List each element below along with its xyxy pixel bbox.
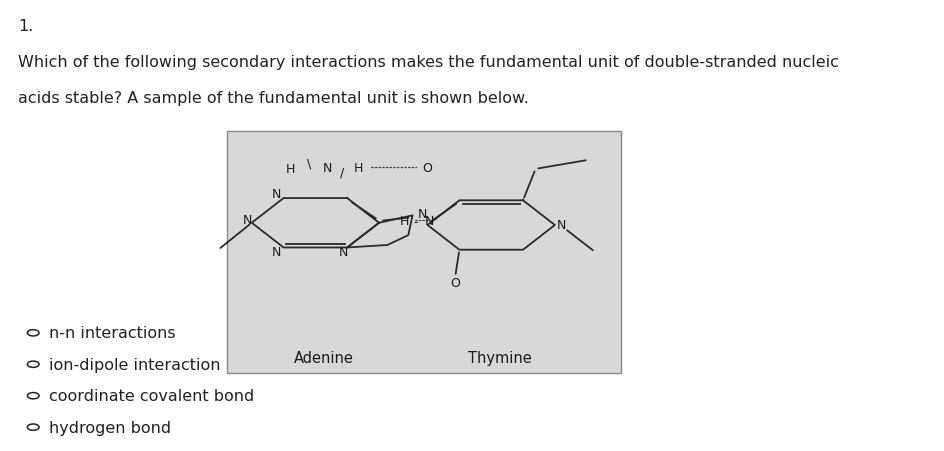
Text: N: N — [272, 188, 281, 201]
Text: H: H — [399, 215, 409, 227]
Text: Which of the following secondary interactions makes the fundamental unit of doub: Which of the following secondary interac… — [18, 55, 839, 70]
Text: O: O — [450, 276, 460, 289]
Text: H: H — [286, 163, 295, 176]
Text: H: H — [354, 161, 363, 175]
Text: N: N — [323, 161, 331, 175]
FancyBboxPatch shape — [228, 131, 621, 373]
Text: N: N — [272, 246, 281, 259]
Text: N: N — [418, 207, 428, 220]
Text: ion-dipole interaction: ion-dipole interaction — [49, 357, 221, 372]
Text: acids stable? A sample of the fundamental unit is shown below.: acids stable? A sample of the fundamenta… — [18, 91, 529, 106]
Text: N: N — [425, 215, 434, 227]
Text: N: N — [338, 246, 347, 259]
Text: \: \ — [307, 157, 311, 170]
Text: hydrogen bond: hydrogen bond — [49, 420, 171, 435]
Text: O: O — [423, 162, 432, 175]
Text: N: N — [557, 219, 566, 232]
Text: coordinate covalent bond: coordinate covalent bond — [49, 388, 254, 403]
Text: N: N — [243, 213, 252, 226]
Text: -: - — [413, 216, 418, 228]
Text: Adenine: Adenine — [294, 350, 354, 365]
Text: 1.: 1. — [18, 19, 33, 34]
Text: n-n interactions: n-n interactions — [49, 326, 176, 341]
Text: Thymine: Thymine — [467, 350, 531, 365]
Text: /: / — [340, 166, 345, 179]
